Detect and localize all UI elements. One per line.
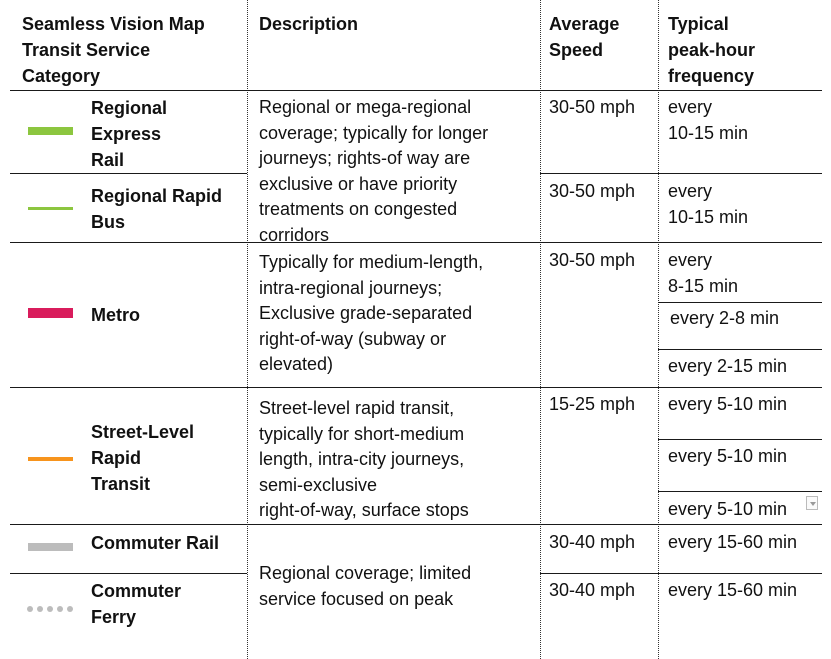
ferry-dot	[67, 606, 73, 612]
commuter-ferry-frequency: every 15-60 min	[668, 580, 798, 600]
metro-description: Typically for medium-length, intra-regio…	[259, 252, 484, 374]
row-divider	[540, 573, 822, 574]
header-description: Description	[259, 14, 359, 34]
commuter-description: Regional coverage; limited service focus…	[259, 563, 472, 609]
metro-frequency-3: every 2-15 min	[668, 356, 788, 376]
metro-frequency-2: every 2-8 min	[670, 308, 780, 328]
row-divider	[10, 524, 822, 525]
street-level-frequency-2: every 5-10 min	[668, 446, 788, 466]
street-level-name: Street-Level Rapid Transit	[91, 422, 195, 494]
regional-express-rail-swatch	[28, 127, 73, 135]
commuter-rail-frequency: every 15-60 min	[668, 532, 798, 552]
street-level-swatch	[28, 457, 73, 461]
regional-rapid-bus-name: Regional Rapid Bus	[91, 186, 223, 232]
column-divider-2	[540, 0, 541, 659]
metro-speed: 30-50 mph	[549, 250, 636, 270]
commuter-ferry-speed: 30-40 mph	[549, 580, 636, 600]
street-level-frequency-3: every 5-10 min	[668, 499, 788, 519]
ferry-dot	[27, 606, 33, 612]
commuter-ferry-name: Commuter Ferry	[91, 581, 182, 627]
regional-rapid-bus-swatch	[28, 207, 73, 210]
row-divider	[658, 439, 822, 440]
row-divider	[10, 173, 247, 174]
commuter-rail-swatch	[28, 543, 73, 551]
header-speed: Average Speed	[549, 14, 620, 60]
row-divider	[10, 242, 822, 243]
metro-frequency-1: every 8-15 min	[668, 250, 739, 296]
header-frequency: Typical peak-hour frequency	[668, 14, 756, 86]
column-divider-3	[658, 0, 659, 659]
regional-express-rail-speed: 30-50 mph	[549, 97, 636, 117]
street-level-frequency-1: every 5-10 min	[668, 394, 788, 414]
ferry-dot	[37, 606, 43, 612]
commuter-rail-name: Commuter Rail	[91, 533, 220, 553]
row-divider	[10, 573, 247, 574]
regional-express-rail-frequency: every 10-15 min	[668, 97, 749, 143]
regional-rapid-bus-frequency: every 10-15 min	[668, 181, 749, 227]
row-divider	[658, 302, 822, 303]
metro-name: Metro	[91, 305, 140, 325]
street-level-description: Street-level rapid transit, typically fo…	[259, 398, 469, 520]
dropdown-arrow-icon[interactable]	[806, 496, 818, 510]
header-category: Seamless Vision Map Transit Service Cate…	[22, 14, 205, 86]
ferry-dot	[57, 606, 63, 612]
metro-swatch	[28, 308, 73, 318]
row-divider	[540, 173, 822, 174]
header-divider	[10, 90, 822, 91]
row-divider	[658, 491, 822, 492]
ferry-dot	[47, 606, 53, 612]
regional-rapid-bus-speed: 30-50 mph	[549, 181, 636, 201]
column-divider-1	[247, 0, 248, 659]
commuter-rail-speed: 30-40 mph	[549, 532, 636, 552]
regional-description: Regional or mega-regional coverage; typi…	[259, 97, 489, 245]
commuter-ferry-swatch	[27, 606, 73, 612]
street-level-speed: 15-25 mph	[549, 394, 636, 414]
row-divider	[658, 349, 822, 350]
row-divider	[10, 387, 822, 388]
regional-express-rail-name: Regional Express Rail	[91, 98, 168, 170]
